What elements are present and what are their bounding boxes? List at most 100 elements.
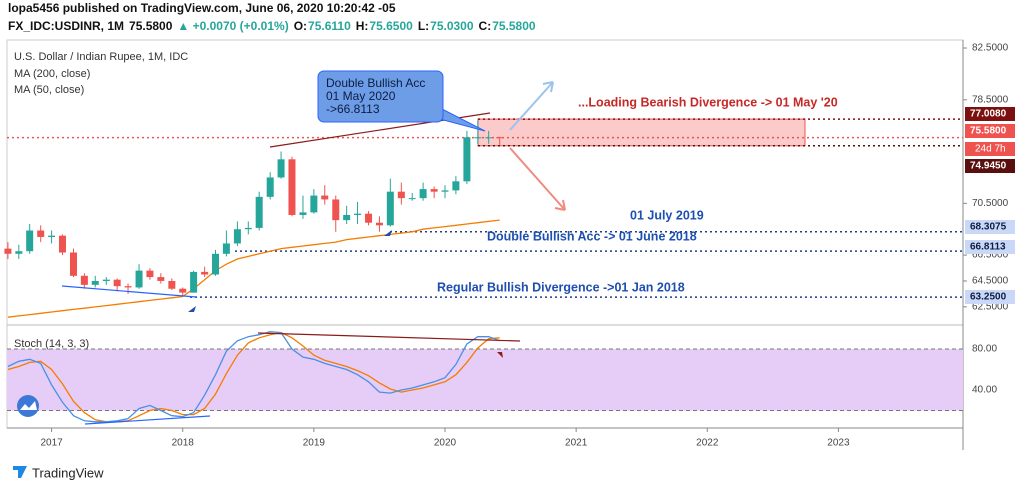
- candle-body: [386, 191, 394, 226]
- stoch-tick-label: 80.00: [972, 344, 997, 355]
- stoch-k-line: [7, 330, 500, 423]
- candle-body: [190, 271, 198, 293]
- candle-body: [255, 196, 263, 228]
- candle-body: [375, 222, 383, 226]
- candle-body: [288, 159, 296, 215]
- candle-body: [113, 279, 121, 287]
- stoch-tick-label: 40.00: [972, 385, 997, 396]
- candle-body: [157, 277, 165, 281]
- candle-body: [91, 280, 99, 285]
- ma-line: [7, 219, 500, 318]
- candle-body: [233, 229, 241, 244]
- y-tick-label: 82.5000: [972, 43, 1009, 54]
- y-tick-label: 70.5000: [972, 198, 1009, 209]
- annotation: Double Bullish Acc -> 01 June 2018: [487, 229, 697, 243]
- trend-line: [257, 332, 521, 342]
- arrow-down: [509, 147, 566, 211]
- candle-body: [474, 137, 482, 139]
- candle-body: [102, 279, 110, 281]
- x-tick-label: 2018: [172, 438, 195, 449]
- candle-body: [430, 189, 438, 192]
- candle-body: [496, 137, 504, 139]
- callout: [317, 70, 444, 123]
- price-tag: [965, 124, 1015, 138]
- x-tick-label: 2021: [565, 438, 588, 449]
- countdown-tag: [965, 142, 1015, 156]
- candle-body: [266, 177, 274, 197]
- price-tag: [965, 220, 1015, 234]
- y-tick-label: 66.5000: [972, 250, 1009, 261]
- candle-body: [15, 251, 23, 254]
- price-tag-label: 66.8113: [970, 242, 1006, 253]
- price-tag: [965, 290, 1015, 304]
- candle-body: [354, 213, 362, 215]
- trend-line: [84, 415, 211, 425]
- candle-body: [26, 230, 34, 252]
- x-tick-label: 2022: [696, 438, 719, 449]
- candle-body: [4, 248, 12, 254]
- candle-body: [441, 190, 449, 192]
- indicator-label: Stoch (14, 3, 3): [14, 338, 89, 350]
- legend-entry: MA (200, close): [14, 68, 90, 80]
- stoch-d-line: [7, 331, 500, 423]
- logo-badge-icon: [20, 401, 37, 410]
- candle-body: [310, 195, 318, 213]
- x-tick-label: 2019: [303, 438, 326, 449]
- y-tick-label: 62.5000: [972, 301, 1009, 312]
- annotation: ...Loading Bearish Divergence -> 01 May …: [578, 95, 838, 109]
- y-tick-label: 64.5000: [972, 276, 1009, 287]
- chart-title: U.S. Dollar / Indian Rupee, 1M, IDC: [14, 51, 188, 63]
- candle-body: [343, 214, 351, 221]
- bearish-zone: [477, 118, 806, 147]
- stoch-band: [7, 349, 963, 411]
- price-tag: [965, 240, 1015, 254]
- header-text: 75.6110: [308, 19, 351, 33]
- candle-body: [365, 213, 373, 223]
- candle-body: [244, 227, 252, 230]
- logo-badge: [17, 395, 39, 417]
- symbol-line: FX_IDC:USDINR, 1M 75.5800 ▲ +0.0070 (+0.01…: [8, 19, 536, 33]
- header-text: 75.6500: [369, 19, 413, 33]
- price-tag-label: 68.3075: [970, 222, 1007, 233]
- price-tag-label: 75.5800: [970, 126, 1007, 137]
- footer-logo: [8, 466, 27, 478]
- header-text: 75.0300: [430, 19, 474, 33]
- header-text: O:: [294, 19, 307, 33]
- header-text: FX_IDC:USDINR, 1M: [8, 19, 124, 33]
- candle-body: [69, 252, 77, 276]
- candle-body: [485, 137, 493, 139]
- candle-body: [419, 189, 427, 199]
- price-tag-label: 77.0080: [970, 109, 1007, 120]
- candle-body: [299, 212, 307, 215]
- candle-body: [222, 243, 230, 254]
- header-text: C:: [479, 19, 492, 33]
- price-tag: [965, 107, 1015, 121]
- header-text: H:: [356, 19, 369, 33]
- price-tag-label: 74.9450: [970, 161, 1007, 172]
- annotation: Regular Bullish Divergence ->01 Jan 2018: [437, 280, 685, 294]
- candle-body: [201, 271, 209, 275]
- candle-body: [146, 270, 154, 278]
- candle-body: [212, 253, 220, 275]
- header-text: ▲ +0.0070 (+0.01%): [177, 19, 288, 33]
- countdown-label: 24d 7h: [975, 144, 1006, 155]
- candle-body: [168, 280, 176, 289]
- callout-text: 01 May 2020: [326, 89, 396, 103]
- candle-body: [48, 235, 56, 237]
- candle-body: [452, 181, 460, 191]
- footer-brand: TradingView: [32, 465, 104, 480]
- header-text: 75.5800: [129, 19, 173, 33]
- callout-text: ->66.8113: [326, 102, 380, 116]
- y-tick-label: 78.5000: [972, 94, 1009, 105]
- candle-body: [408, 198, 416, 200]
- candle-body: [321, 195, 329, 200]
- candle-body: [58, 235, 66, 253]
- header-text: 75.5800: [492, 19, 536, 33]
- x-tick-label: 2017: [40, 438, 63, 449]
- candle-body: [80, 275, 88, 285]
- arrow-marker: [497, 352, 503, 358]
- callout-text: Double Bullish Acc: [326, 76, 425, 90]
- candle-body: [397, 191, 405, 199]
